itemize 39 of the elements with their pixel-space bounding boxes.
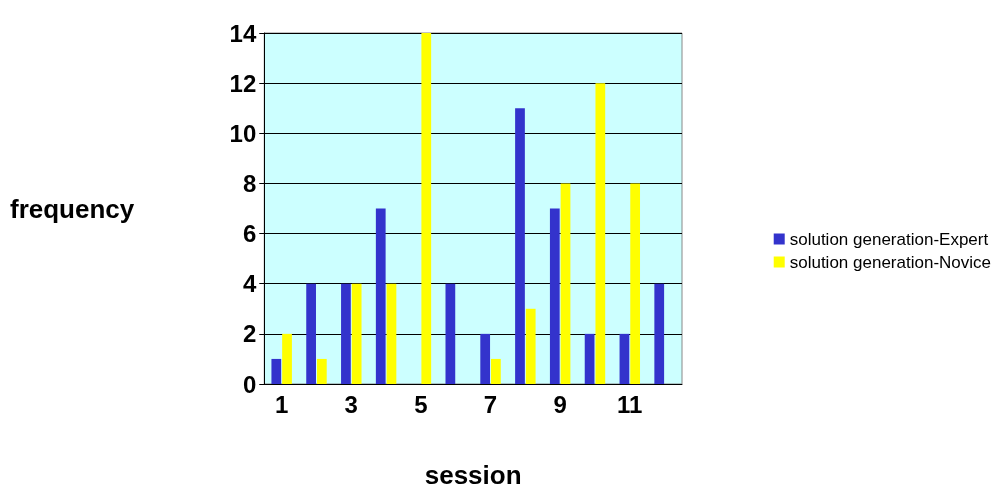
y-tick-label: 4 xyxy=(242,270,257,298)
bar xyxy=(560,183,571,384)
bar xyxy=(549,208,560,384)
bar xyxy=(619,333,630,384)
bar xyxy=(491,358,501,384)
x-tick-label: 9 xyxy=(553,390,567,418)
bar xyxy=(515,108,525,384)
x-tick-label: 1 xyxy=(274,390,289,418)
y-tick-label: 2 xyxy=(242,320,257,348)
y-tick-label: 10 xyxy=(229,119,257,147)
bar xyxy=(271,358,282,384)
y-tick-label: 0 xyxy=(242,370,257,398)
bar xyxy=(351,283,362,384)
x-tick-label: 5 xyxy=(414,390,428,418)
legend-label: solution generation-Novice xyxy=(789,252,992,272)
bar xyxy=(341,283,351,384)
y-tick-label: 8 xyxy=(242,169,257,197)
bar xyxy=(445,283,456,384)
bar xyxy=(654,283,665,384)
y-tick-label: 14 xyxy=(229,19,257,47)
x-axis-title: session xyxy=(424,460,522,490)
legend-label: solution generation-Expert xyxy=(789,229,989,249)
bar xyxy=(316,358,327,384)
x-tick-label: 3 xyxy=(344,390,358,418)
bar xyxy=(480,333,491,384)
y-tick-label: 12 xyxy=(229,69,257,97)
bar xyxy=(630,183,641,384)
bar xyxy=(584,333,595,384)
bar xyxy=(595,83,606,384)
bar xyxy=(386,283,397,384)
bar xyxy=(282,333,292,384)
bar xyxy=(375,208,386,384)
x-tick-label: 11 xyxy=(617,390,643,418)
y-axis-title: frequency xyxy=(10,193,135,224)
bar xyxy=(421,33,432,384)
bar xyxy=(306,283,316,384)
y-tick-label: 6 xyxy=(242,220,257,248)
bar xyxy=(525,308,536,384)
x-tick-label: 7 xyxy=(483,390,498,418)
